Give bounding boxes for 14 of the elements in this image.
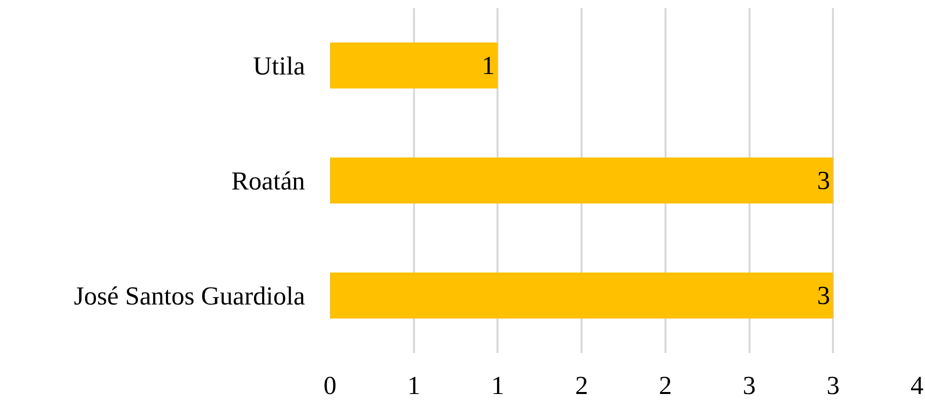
data-label: 1 [482, 51, 495, 80]
y-tick-label: José Santos Guardiola [74, 282, 306, 311]
x-tick-label: 3 [742, 371, 756, 400]
x-tick-label: 1 [491, 371, 504, 400]
x-tick-label: 4 [910, 371, 924, 400]
x-tick-label: 2 [575, 371, 588, 400]
x-tick-label: 2 [658, 371, 672, 400]
x-tick-label: 0 [324, 371, 336, 400]
data-label: 3 [817, 166, 830, 195]
x-tick-label: 1 [407, 371, 420, 400]
y-tick-label: Utila [253, 52, 306, 81]
x-tick-label: 3 [826, 371, 840, 400]
data-label: 3 [817, 281, 830, 310]
y-tick-label: Roatán [231, 166, 305, 196]
